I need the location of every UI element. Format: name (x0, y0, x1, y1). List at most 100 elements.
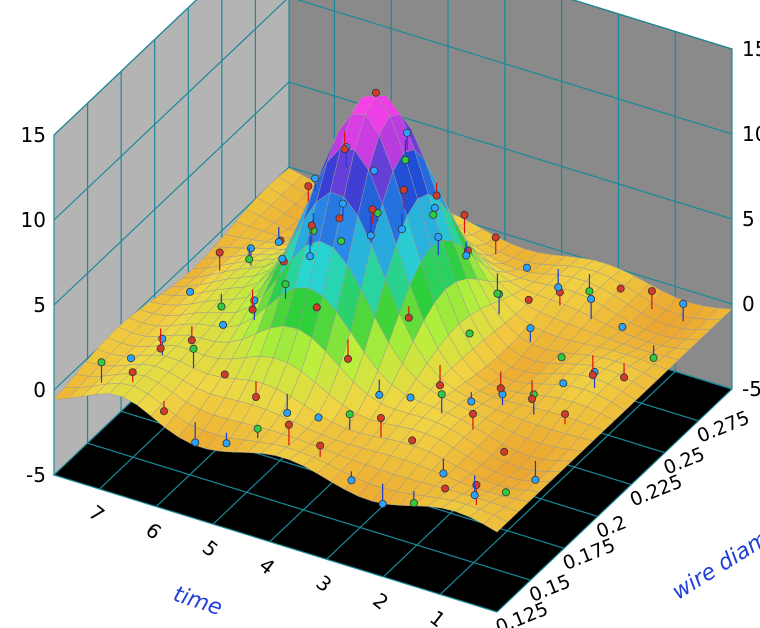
data-marker (649, 353, 658, 362)
data-marker (409, 499, 418, 508)
data-marker (406, 393, 415, 402)
data-marker (376, 413, 385, 422)
data-marker (435, 381, 444, 390)
data-marker (531, 475, 540, 484)
data-marker (401, 155, 410, 164)
data-marker (187, 336, 196, 345)
z-tick-label-right: 10 (742, 122, 760, 146)
data-marker (588, 370, 597, 379)
data-marker (97, 358, 106, 367)
data-marker (647, 287, 656, 296)
data-marker (585, 287, 594, 296)
data-marker (465, 329, 474, 338)
data-marker (312, 303, 321, 312)
floor-gridline-time (439, 371, 676, 595)
x-tick-label: 5 (198, 535, 223, 562)
data-marker (378, 499, 387, 508)
z-tick-label-left: 10 (21, 208, 46, 232)
data-marker (304, 182, 313, 191)
data-marker (429, 210, 438, 219)
data-marker (462, 251, 471, 260)
scatter-markers (97, 88, 688, 508)
data-marker (283, 408, 292, 417)
back-wall-gridline-z (571, 0, 733, 50)
data-marker (371, 88, 380, 97)
data-marker (370, 166, 379, 175)
data-marker (159, 407, 168, 416)
data-marker (430, 203, 439, 212)
data-marker (587, 294, 596, 303)
data-marker (468, 409, 477, 418)
left-wall-gridline-z (53, 0, 198, 136)
data-marker (219, 320, 228, 329)
z-tick-label-left: 0 (33, 378, 46, 402)
data-marker (526, 324, 535, 333)
data-marker (338, 199, 347, 208)
data-marker (460, 210, 469, 219)
data-marker (220, 370, 229, 379)
data-marker (557, 353, 566, 362)
data-marker (403, 128, 412, 137)
data-marker (311, 174, 320, 183)
x-axis-title: time (170, 582, 225, 621)
data-marker (441, 484, 450, 493)
data-marker (432, 191, 441, 200)
data-marker (500, 447, 509, 456)
z-tick-label-right: 15 (742, 37, 760, 61)
z-tick-label-left: 5 (33, 293, 46, 317)
data-marker (437, 390, 446, 399)
data-marker (246, 244, 255, 253)
data-marker (368, 205, 377, 214)
floor-gridline-time (496, 388, 733, 613)
data-marker (305, 252, 314, 261)
data-marker (191, 438, 200, 447)
data-marker (251, 392, 260, 401)
data-marker (561, 410, 570, 419)
data-marker (347, 476, 356, 485)
z-tick-label-left: -5 (26, 463, 46, 487)
data-marker (375, 390, 384, 399)
data-marker (340, 145, 349, 154)
data-marker (127, 354, 136, 363)
data-marker (337, 237, 346, 246)
back-wall-gridline-z (296, 0, 733, 135)
left-wall-gridline-z (53, 81, 290, 306)
data-marker (493, 289, 502, 298)
data-marker (284, 420, 293, 429)
z-tick-label-right: 0 (742, 292, 755, 316)
x-tick-label: 6 (141, 518, 166, 545)
floor-gridline-diam (87, 442, 531, 581)
surface-patch (482, 515, 509, 533)
data-marker (470, 491, 479, 500)
data-marker (158, 334, 167, 343)
z-tick-label-right: -5 (742, 377, 760, 401)
data-marker (215, 248, 224, 257)
data-marker (250, 296, 259, 305)
x-tick-label: 1 (425, 605, 450, 628)
data-marker (245, 255, 254, 264)
data-marker (524, 295, 533, 304)
data-marker (274, 237, 283, 246)
data-marker (343, 354, 352, 363)
data-marker (616, 284, 625, 293)
data-marker (491, 233, 500, 242)
data-marker (528, 394, 537, 403)
data-marker (439, 469, 448, 478)
floor-gridline-diam (53, 474, 498, 613)
left-wall-gridline-z (53, 166, 290, 391)
data-marker (217, 302, 226, 311)
data-marker (316, 441, 325, 450)
x-tick-label: 0 (482, 623, 507, 628)
data-marker (189, 344, 198, 353)
data-marker (314, 413, 323, 422)
data-marker (618, 322, 627, 331)
data-marker (404, 313, 413, 322)
data-marker (399, 185, 408, 194)
data-marker (128, 368, 137, 377)
data-marker (222, 439, 231, 448)
data-marker (156, 344, 165, 353)
data-marker (248, 305, 257, 314)
x-tick-label: 3 (312, 570, 337, 597)
